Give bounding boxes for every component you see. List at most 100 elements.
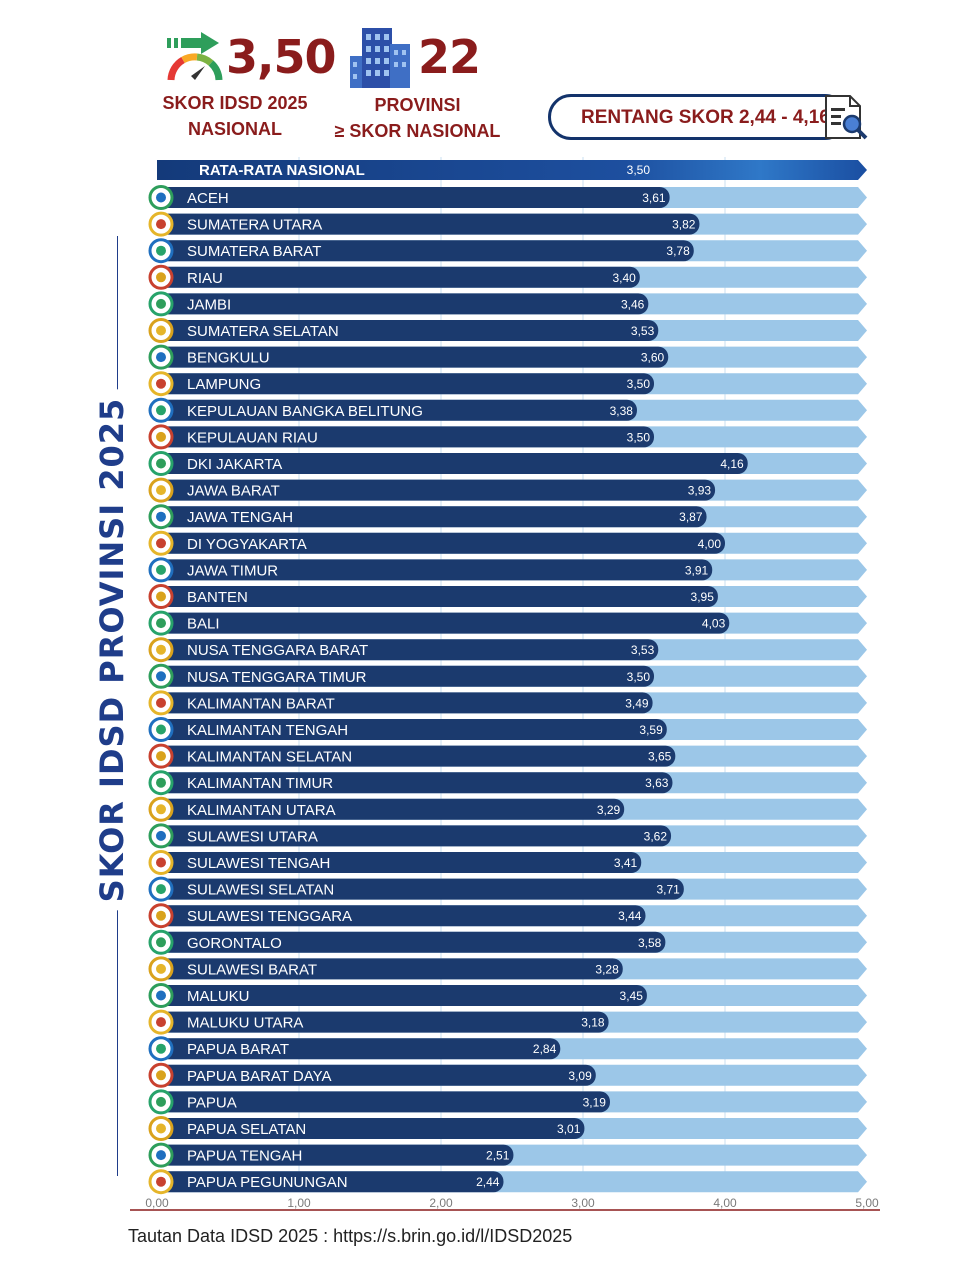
bar-value-label: 3,62	[644, 829, 668, 843]
score-range-box: RENTANG SKOR 2,44 - 4,16	[548, 94, 848, 140]
province-crest-center	[156, 1070, 166, 1081]
bar-value	[157, 612, 730, 634]
province-label: LAMPUNG	[187, 376, 261, 393]
province-crest-center	[156, 458, 166, 469]
bar-value	[157, 506, 707, 528]
province-crest-center	[156, 1123, 166, 1134]
province-label: JAMBI	[187, 296, 231, 313]
bar-value	[157, 266, 640, 288]
province-crest-center	[156, 325, 166, 336]
province-label: SULAWESI SELATAN	[187, 882, 334, 899]
bar-value-label: 3,71	[656, 883, 680, 897]
bar-value-label: 2,84	[533, 1042, 557, 1056]
national-average-value: 3,50	[627, 163, 651, 177]
bar-value	[157, 985, 647, 1006]
province-label: NUSA TENGGARA BARAT	[187, 642, 368, 659]
province-crest-center	[156, 830, 166, 841]
bar-value	[157, 586, 718, 607]
provinces-label-line1: PROVINSI	[374, 95, 461, 115]
bar-value-label: 4,00	[698, 537, 722, 551]
provinces-count-value: 22	[418, 30, 481, 84]
bar-value	[157, 1064, 596, 1086]
bar-value	[157, 453, 748, 474]
province-label: PAPUA SELATAN	[187, 1121, 306, 1138]
province-crest-center	[156, 618, 166, 629]
province-crest-center	[156, 405, 166, 416]
bar-value-label: 3,49	[625, 696, 649, 710]
bar-value-label: 3,95	[691, 590, 715, 604]
province-label: PAPUA BARAT	[187, 1041, 289, 1058]
bar-value-label: 3,58	[638, 936, 662, 950]
province-label: DI YOGYAKARTA	[187, 536, 307, 553]
x-tick-label: 3,00	[571, 1196, 595, 1210]
x-tick-label: 5,00	[855, 1196, 879, 1210]
province-label: GORONTALO	[187, 935, 282, 952]
province-label: BALI	[187, 616, 220, 633]
province-label: PAPUA	[187, 1094, 237, 1111]
bar-value-label: 2,51	[486, 1149, 510, 1163]
document-search-icon	[825, 95, 868, 140]
province-label: KEPULAUAN BANGKA BELITUNG	[187, 403, 423, 420]
province-crest-center	[156, 1043, 166, 1054]
province-crest-center	[156, 245, 166, 256]
bar-value-label: 3,50	[627, 377, 651, 391]
bar-value-label: 3,44	[618, 909, 642, 923]
bar-value-label: 3,38	[610, 404, 634, 418]
bar-value	[157, 772, 673, 794]
bar-value-label: 3,65	[648, 750, 672, 764]
x-tick-label: 4,00	[713, 1196, 737, 1210]
province-label: PAPUA PEGUNUNGAN	[187, 1174, 348, 1191]
province-label: SUMATERA BARAT	[187, 243, 321, 260]
bar-value	[157, 1011, 609, 1033]
province-label: MALUKU	[187, 988, 250, 1005]
bar-value-label: 3,18	[581, 1016, 605, 1030]
province-crest-center	[156, 671, 166, 682]
province-label: PAPUA BARAT DAYA	[187, 1068, 332, 1085]
x-tick-label: 0,00	[145, 1196, 169, 1210]
bar-value	[157, 719, 667, 740]
bar-value	[157, 187, 670, 208]
province-label: MALUKU UTARA	[187, 1015, 303, 1032]
province-label: KEPULAUAN RIAU	[187, 429, 318, 446]
province-label: SULAWESI TENGAH	[187, 855, 330, 872]
data-link-footer: Tautan Data IDSD 2025 : https://s.brin.g…	[128, 1226, 573, 1246]
bar-value-label: 2,44	[476, 1175, 500, 1189]
bar-value-label: 3,60	[641, 351, 665, 365]
bar-value-label: 3,29	[597, 803, 621, 817]
bar-value-label: 3,46	[621, 297, 645, 311]
province-crest-center	[156, 1176, 166, 1187]
province-label: ACEH	[187, 190, 229, 207]
province-label: JAWA TENGAH	[187, 509, 293, 526]
province-label: JAWA TIMUR	[187, 562, 278, 579]
bar-value-label: 3,40	[612, 271, 636, 285]
province-crest-center	[156, 591, 166, 602]
bar-value	[157, 745, 676, 767]
province-label: SUMATERA UTARA	[187, 217, 322, 234]
bar-value	[157, 852, 642, 873]
bar-value-label: 3,78	[666, 244, 690, 258]
bar-value	[157, 559, 713, 581]
bar-value-label: 3,53	[631, 643, 655, 657]
bar-value	[157, 665, 654, 687]
bar-value-label: 3,59	[639, 723, 663, 737]
province-crest-center	[156, 777, 166, 788]
bar-value-label: 3,61	[642, 191, 666, 205]
province-crest-center	[156, 511, 166, 522]
x-tick-label: 2,00	[429, 1196, 453, 1210]
province-crest-center	[156, 963, 166, 974]
national-average-label: RATA-RATA NASIONAL	[199, 162, 365, 179]
bar-value	[157, 479, 716, 501]
bar-value-label: 3,87	[679, 510, 703, 524]
province-label: DKI JAKARTA	[187, 456, 282, 473]
bar-value	[157, 905, 646, 927]
province-crest-center	[156, 751, 166, 762]
province-crest-center	[156, 884, 166, 895]
bar-value-label: 3,63	[645, 776, 669, 790]
provinces-count-label: PROVINSI ≥ SKOR NASIONAL	[330, 92, 505, 144]
province-crest-center	[156, 1096, 166, 1107]
province-label: SULAWESI TENGGARA	[187, 908, 352, 925]
bar-value	[157, 1171, 504, 1193]
score-range-text: RENTANG SKOR 2,44 - 4,16	[581, 107, 830, 128]
x-tick-label: 1,00	[287, 1196, 311, 1210]
province-label: NUSA TENGGARA TIMUR	[187, 669, 367, 686]
